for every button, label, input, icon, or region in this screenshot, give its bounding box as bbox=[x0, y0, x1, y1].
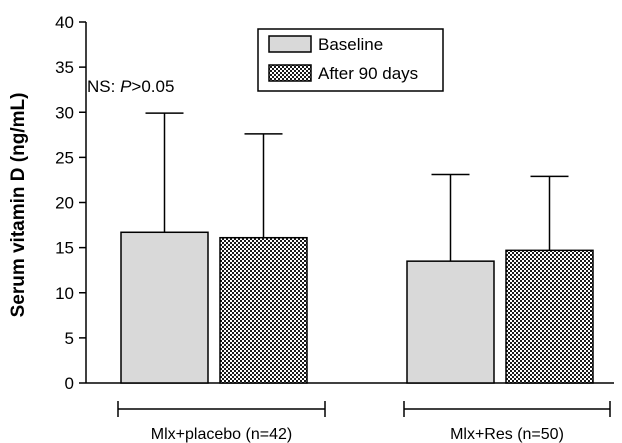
annotation-prefix: NS: bbox=[87, 77, 120, 96]
y-ticks: 0 5 10 15 20 25 30 35 40 bbox=[55, 13, 86, 393]
legend-swatch-after-90-days bbox=[268, 64, 312, 82]
legend-label-baseline: Baseline bbox=[318, 35, 383, 54]
error-bars bbox=[145, 112, 569, 262]
legend: Baseline After 90 days bbox=[257, 28, 444, 92]
group-bracket bbox=[403, 401, 611, 417]
legend-label-after-90-days: After 90 days bbox=[318, 64, 418, 83]
y-tick-label: 10 bbox=[55, 284, 74, 303]
bar-after-90-days-0 bbox=[219, 236, 308, 384]
y-tick-label: 30 bbox=[55, 103, 74, 122]
y-tick-label: 40 bbox=[55, 13, 74, 32]
y-tick-label: 5 bbox=[65, 329, 74, 348]
y-tick-label: 25 bbox=[55, 148, 74, 167]
group-bracket bbox=[117, 401, 326, 417]
group-label: Mlx+placebo (n=42) bbox=[151, 426, 292, 443]
annotation-suffix: >0.05 bbox=[131, 77, 174, 96]
bar-baseline-1 bbox=[406, 260, 495, 384]
group-label: Mlx+Res (n=50) bbox=[450, 426, 564, 443]
y-tick-label: 0 bbox=[65, 374, 74, 393]
y-tick-label: 15 bbox=[55, 239, 74, 258]
group-brackets: Mlx+placebo (n=42) Mlx+Res (n=50) bbox=[117, 401, 611, 443]
bars bbox=[120, 231, 594, 384]
y-tick-label: 35 bbox=[55, 58, 74, 77]
bar-baseline-0 bbox=[120, 231, 209, 384]
bar-after-90-days-1 bbox=[505, 249, 594, 384]
y-tick-label: 20 bbox=[55, 194, 74, 213]
legend-swatch-baseline bbox=[268, 35, 312, 53]
y-axis-label: Serum vitamin D (ng/mL) bbox=[8, 93, 29, 318]
significance-annotation: NS: P>0.05 bbox=[87, 77, 174, 96]
annotation-p: P bbox=[120, 77, 132, 96]
